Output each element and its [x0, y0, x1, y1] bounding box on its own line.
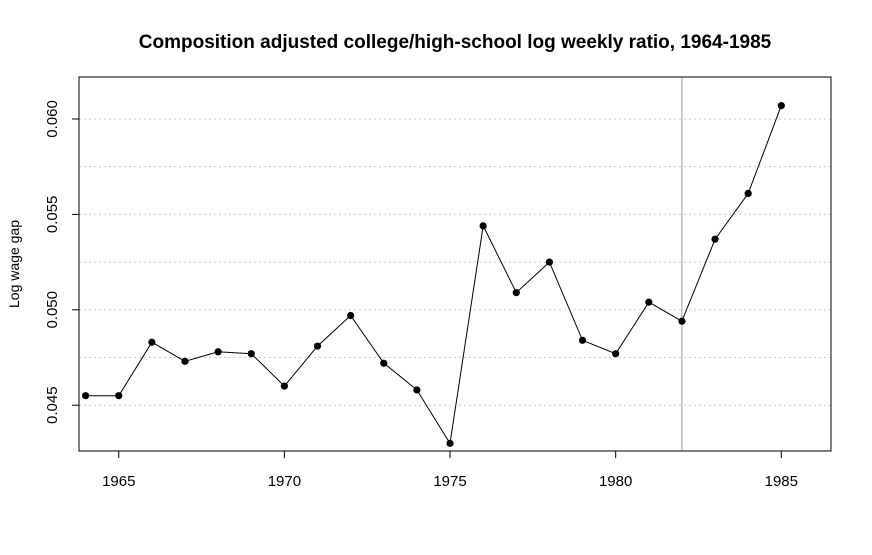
y-tick-label: 0.045	[44, 386, 61, 424]
y-tick-label: 0.055	[44, 196, 61, 234]
data-point	[82, 392, 90, 400]
data-point	[678, 317, 686, 325]
data-point	[645, 298, 653, 306]
x-tick-label: 1980	[599, 473, 632, 490]
gridlines	[79, 118, 831, 406]
series-line	[85, 105, 782, 445]
data-point	[413, 386, 421, 394]
data-point	[181, 357, 189, 365]
y-tick-label: 0.060	[44, 100, 61, 138]
x-tick-label: 1970	[268, 473, 301, 490]
data-point	[512, 289, 520, 297]
data-point	[280, 382, 288, 390]
data-point	[247, 350, 255, 358]
chart-title: Composition adjusted college/high-school…	[139, 32, 772, 53]
data-point	[148, 338, 156, 346]
data-point	[612, 350, 620, 358]
y-axis-label: Log wage gap	[6, 220, 22, 308]
plot-frame	[78, 76, 832, 452]
x-tick-label: 1975	[433, 473, 466, 490]
x-tick-label: 1985	[765, 473, 798, 490]
data-point	[115, 392, 123, 400]
y-axis: 0.045 0.050 0.055 0.060	[44, 100, 80, 424]
y-tick-label: 0.050	[44, 291, 61, 329]
data-point	[744, 189, 752, 197]
data-point	[545, 258, 554, 266]
data-point	[711, 235, 719, 243]
data-point	[313, 342, 322, 350]
data-point	[446, 439, 454, 447]
x-axis: 1965 1970 1975 1980 1985	[102, 450, 798, 490]
series-layer	[82, 102, 785, 447]
data-point	[380, 359, 388, 367]
x-tick-label: 1965	[102, 473, 135, 490]
data-point	[347, 311, 355, 320]
data-point	[777, 102, 785, 110]
data-point	[578, 336, 587, 344]
data-point	[479, 222, 487, 230]
data-point	[214, 348, 222, 356]
